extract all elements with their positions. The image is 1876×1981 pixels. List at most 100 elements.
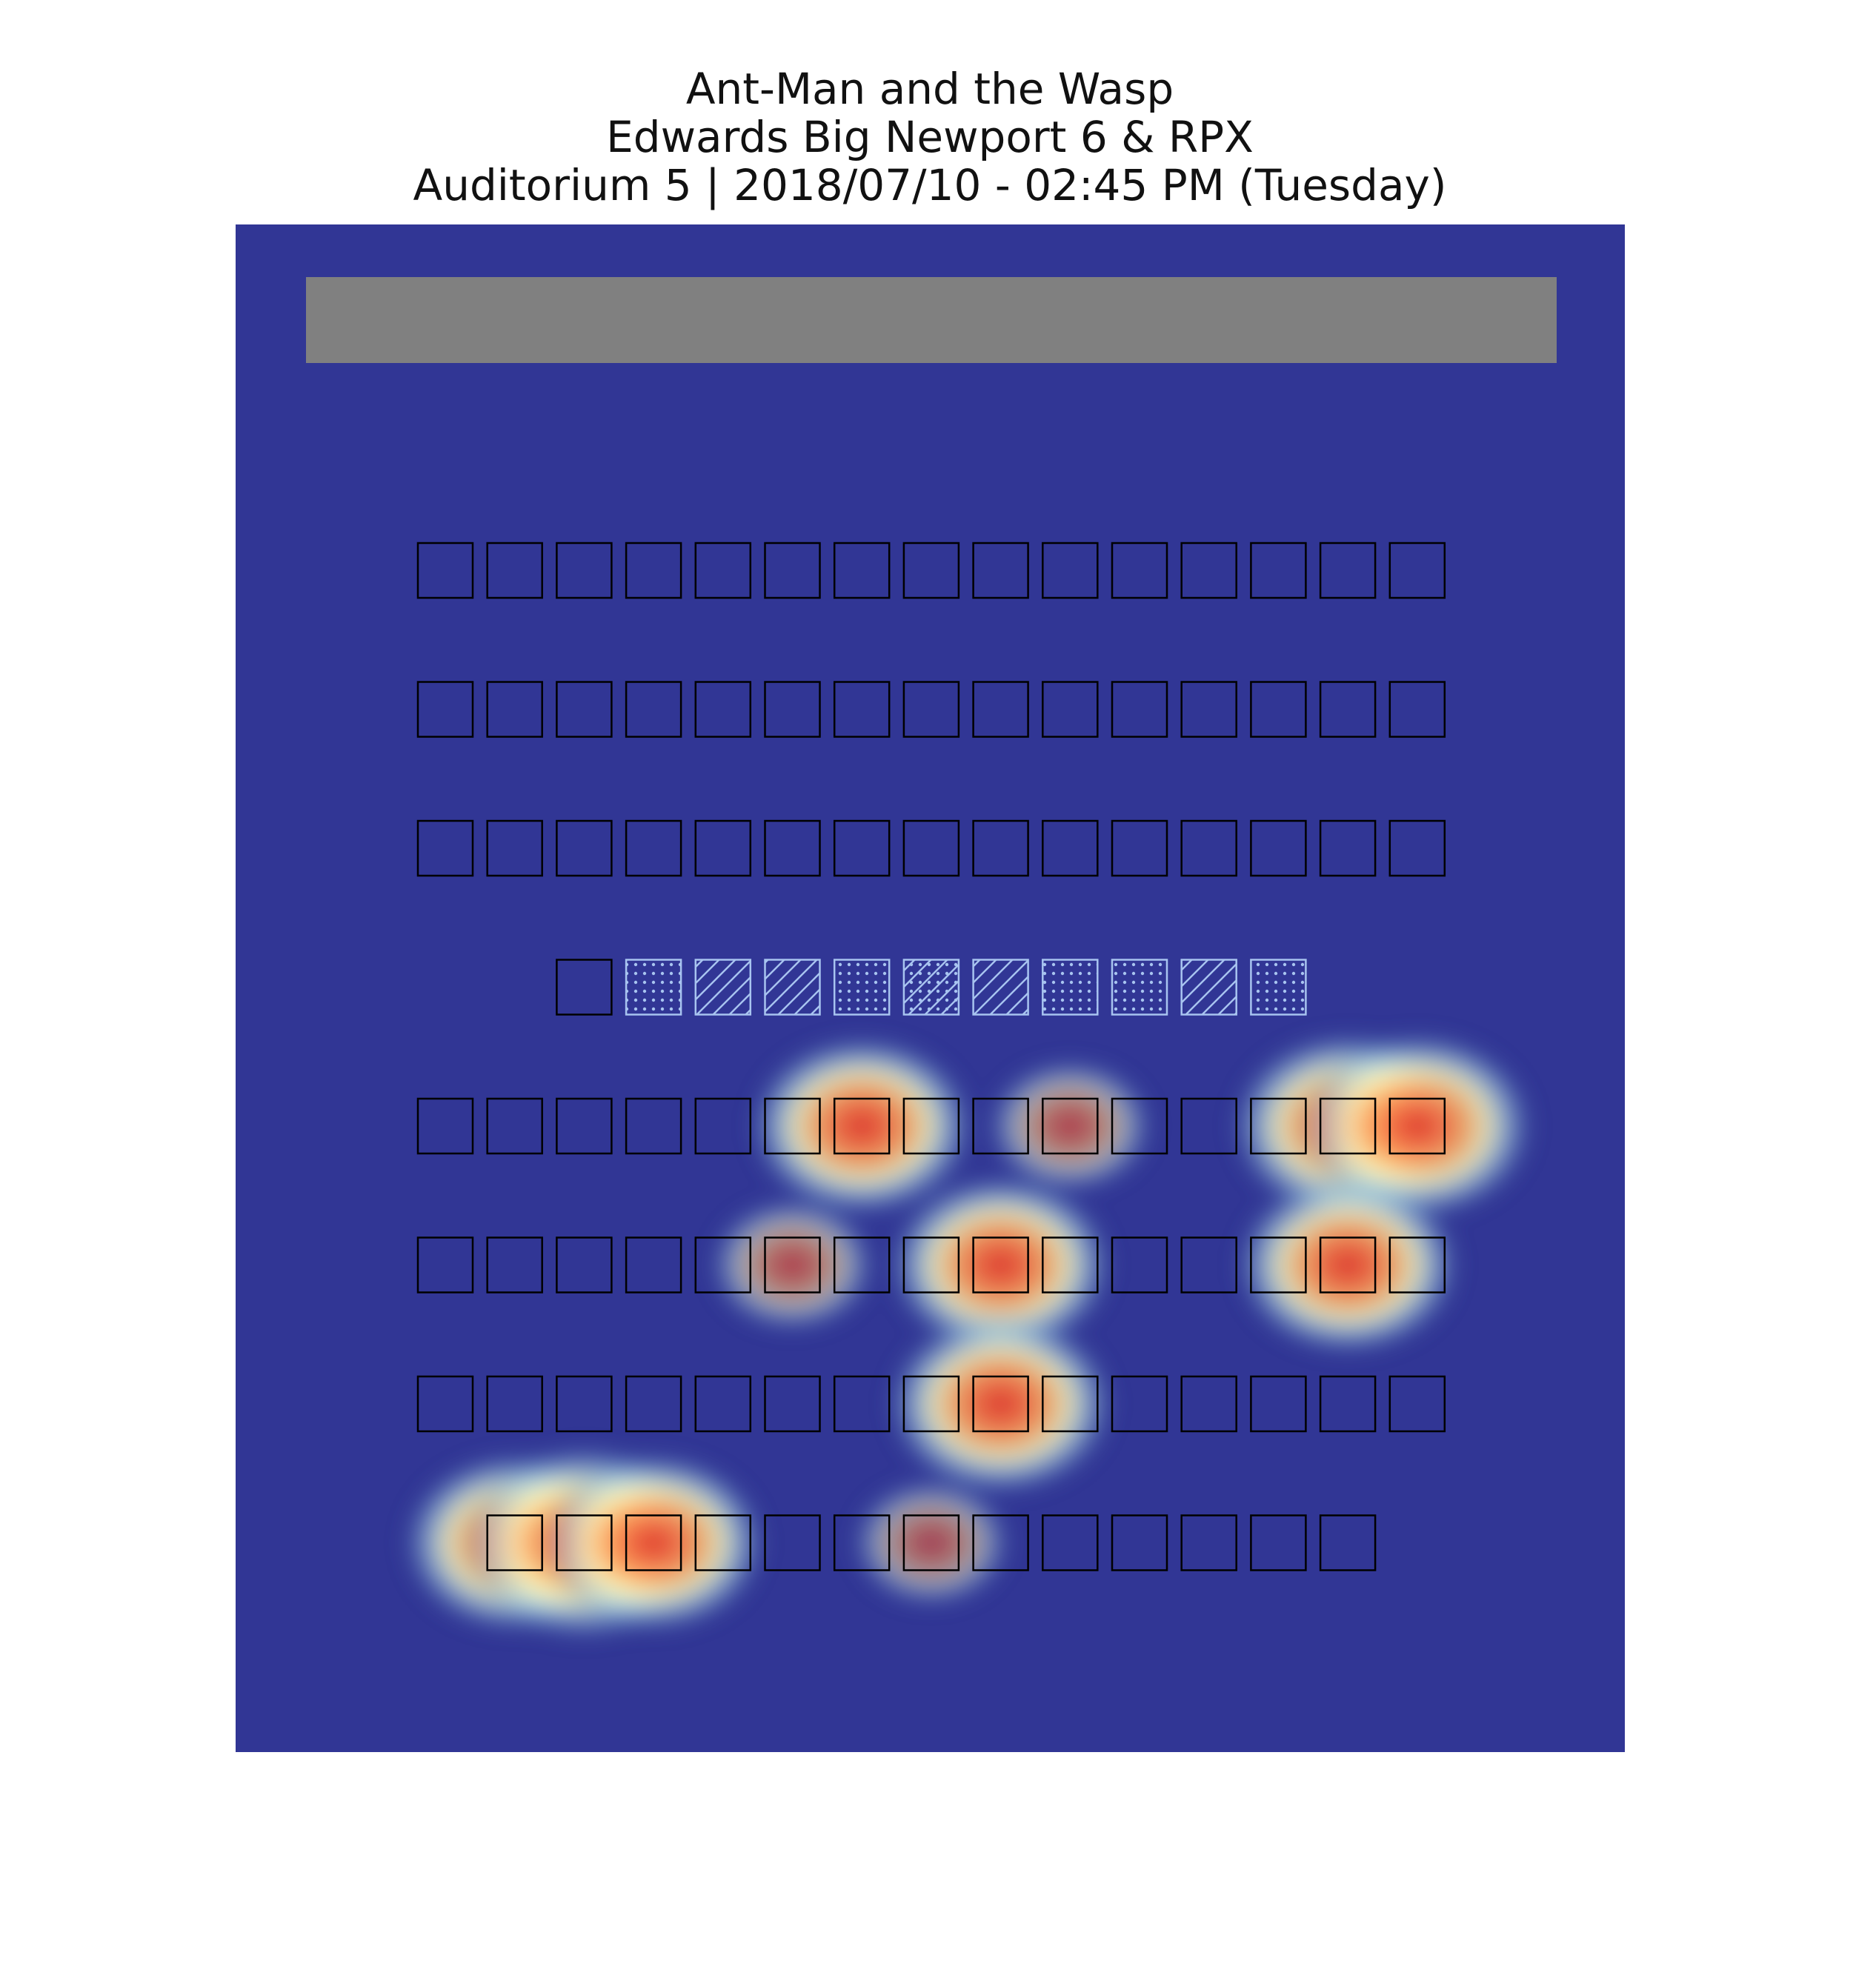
seat[interactable] xyxy=(833,1236,891,1294)
seat[interactable] xyxy=(1250,1375,1307,1433)
seat[interactable] xyxy=(1042,1236,1099,1294)
seat[interactable] xyxy=(972,819,1029,877)
seat[interactable] xyxy=(1319,681,1377,738)
seat[interactable] xyxy=(833,1514,891,1571)
seat[interactable] xyxy=(625,1375,682,1433)
seat[interactable] xyxy=(1111,1097,1168,1155)
seat[interactable] xyxy=(1250,681,1307,738)
seat[interactable] xyxy=(486,1514,543,1571)
seat[interactable] xyxy=(625,1236,682,1294)
seat[interactable] xyxy=(556,1236,613,1294)
seat[interactable] xyxy=(1180,681,1237,738)
seat[interactable] xyxy=(833,1097,891,1155)
seat[interactable] xyxy=(416,681,474,738)
seat[interactable] xyxy=(625,542,682,599)
seat[interactable] xyxy=(764,1097,821,1155)
seat[interactable] xyxy=(902,1097,960,1155)
seat[interactable] xyxy=(486,819,543,877)
seat[interactable] xyxy=(972,1236,1029,1294)
seat[interactable] xyxy=(833,819,891,877)
seat[interactable] xyxy=(694,1514,752,1571)
seat[interactable] xyxy=(694,959,752,1016)
seat[interactable] xyxy=(556,1097,613,1155)
seat[interactable] xyxy=(694,1236,752,1294)
seat[interactable] xyxy=(764,819,821,877)
seat[interactable] xyxy=(902,1236,960,1294)
seat[interactable] xyxy=(902,1514,960,1571)
seat[interactable] xyxy=(1319,1097,1377,1155)
seat[interactable] xyxy=(833,542,891,599)
seat[interactable] xyxy=(972,1375,1029,1433)
seat[interactable] xyxy=(972,1514,1029,1571)
seat[interactable] xyxy=(902,959,960,1016)
seat[interactable] xyxy=(416,1236,474,1294)
seat[interactable] xyxy=(1111,959,1168,1016)
seat[interactable] xyxy=(1111,1375,1168,1433)
seat[interactable] xyxy=(416,1375,474,1433)
seat[interactable] xyxy=(625,959,682,1016)
seat[interactable] xyxy=(1250,542,1307,599)
seat[interactable] xyxy=(486,1097,543,1155)
seat[interactable] xyxy=(1042,1097,1099,1155)
seat[interactable] xyxy=(1319,542,1377,599)
seat[interactable] xyxy=(625,819,682,877)
seat[interactable] xyxy=(1250,959,1307,1016)
seat[interactable] xyxy=(1250,819,1307,877)
seat[interactable] xyxy=(833,1375,891,1433)
seat[interactable] xyxy=(694,681,752,738)
seat[interactable] xyxy=(1319,1375,1377,1433)
seat[interactable] xyxy=(972,1097,1029,1155)
seat[interactable] xyxy=(1180,819,1237,877)
seat[interactable] xyxy=(1319,1514,1377,1571)
seat[interactable] xyxy=(486,681,543,738)
seat[interactable] xyxy=(486,1375,543,1433)
seat[interactable] xyxy=(1042,681,1099,738)
seat[interactable] xyxy=(694,819,752,877)
seat[interactable] xyxy=(625,1514,682,1571)
seat[interactable] xyxy=(556,681,613,738)
seat[interactable] xyxy=(625,681,682,738)
seat[interactable] xyxy=(972,681,1029,738)
seat[interactable] xyxy=(1319,1236,1377,1294)
seat[interactable] xyxy=(1180,959,1237,1016)
seat[interactable] xyxy=(1042,959,1099,1016)
seat[interactable] xyxy=(694,1375,752,1433)
seat[interactable] xyxy=(1180,1097,1237,1155)
seat[interactable] xyxy=(1388,542,1446,599)
seat[interactable] xyxy=(972,542,1029,599)
seat[interactable] xyxy=(764,1236,821,1294)
seat[interactable] xyxy=(1319,819,1377,877)
seat[interactable] xyxy=(694,1097,752,1155)
seat[interactable] xyxy=(1388,681,1446,738)
seat[interactable] xyxy=(1180,542,1237,599)
seat[interactable] xyxy=(1250,1514,1307,1571)
seat[interactable] xyxy=(556,1375,613,1433)
seat[interactable] xyxy=(902,542,960,599)
seat[interactable] xyxy=(556,542,613,599)
seat[interactable] xyxy=(1111,1236,1168,1294)
seat[interactable] xyxy=(833,959,891,1016)
seat[interactable] xyxy=(1180,1514,1237,1571)
seat[interactable] xyxy=(486,542,543,599)
seat[interactable] xyxy=(764,1375,821,1433)
seat[interactable] xyxy=(1250,1097,1307,1155)
seat[interactable] xyxy=(902,681,960,738)
seat[interactable] xyxy=(1042,1514,1099,1571)
seat[interactable] xyxy=(416,819,474,877)
seat[interactable] xyxy=(764,1514,821,1571)
seat[interactable] xyxy=(416,1097,474,1155)
seat[interactable] xyxy=(1111,681,1168,738)
seat[interactable] xyxy=(1042,1375,1099,1433)
seat[interactable] xyxy=(1388,819,1446,877)
seat[interactable] xyxy=(416,542,474,599)
seat[interactable] xyxy=(1042,819,1099,877)
seat[interactable] xyxy=(1250,1236,1307,1294)
seat[interactable] xyxy=(1111,542,1168,599)
seat[interactable] xyxy=(972,959,1029,1016)
seat[interactable] xyxy=(764,542,821,599)
seat[interactable] xyxy=(556,959,613,1016)
seat[interactable] xyxy=(625,1097,682,1155)
seat[interactable] xyxy=(1388,1097,1446,1155)
seat[interactable] xyxy=(833,681,891,738)
seat[interactable] xyxy=(486,1236,543,1294)
